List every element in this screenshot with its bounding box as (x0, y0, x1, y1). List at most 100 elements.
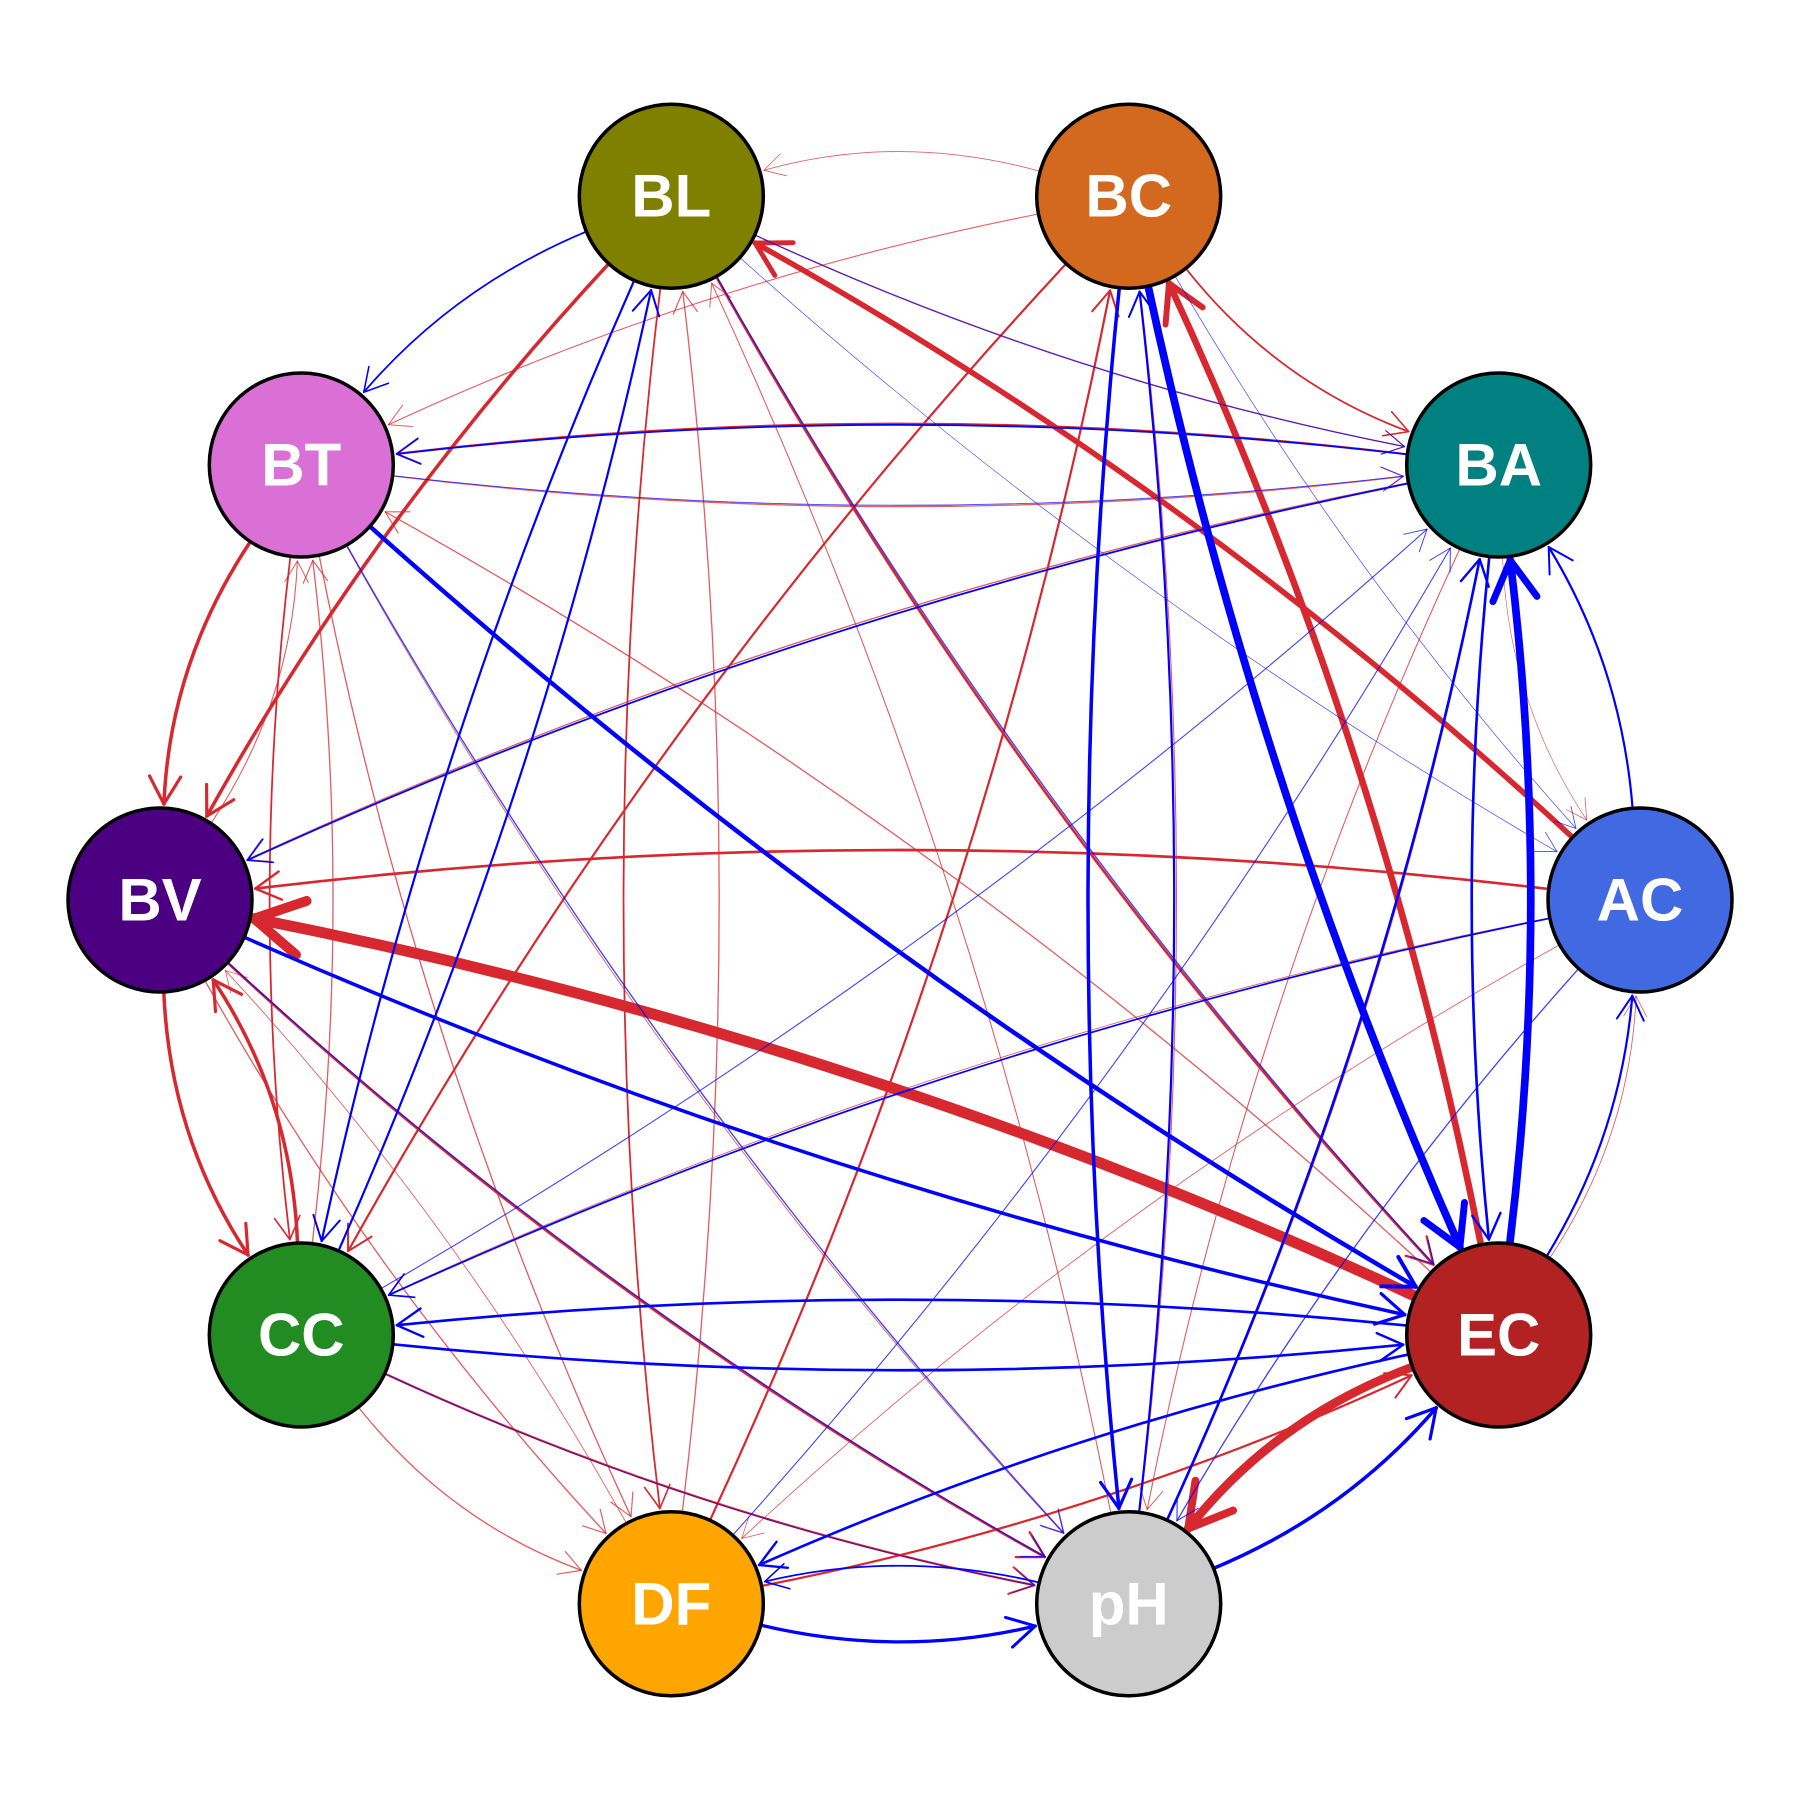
edge-cc-to-df (357, 1406, 582, 1572)
arrowhead-df-to-ec (1383, 1372, 1413, 1399)
edge-ac-to-cc (387, 917, 1551, 1296)
node-label-bv: BV (118, 867, 201, 934)
arrowhead-bl-to-bt (363, 365, 390, 393)
edge-ba-to-bv (246, 482, 1410, 861)
arrowhead-bl-to-ec (1409, 1239, 1435, 1265)
edge-ph-to-bc (1139, 290, 1178, 1513)
arrowhead-bc-to-bt (387, 404, 413, 427)
edge-df-to-bl (681, 290, 720, 1514)
arrowhead-bt-to-ec (1379, 1254, 1418, 1289)
arrowhead-ac-to-cc (387, 1273, 416, 1299)
edge-cc-to-bv (211, 978, 300, 1245)
node-label-df: DF (631, 1570, 711, 1637)
arrowhead-bv-to-bt (284, 560, 309, 583)
node-circle-bl (577, 102, 766, 290)
edge-bv-to-ph (227, 961, 1046, 1558)
node-label-ac: AC (1597, 867, 1684, 934)
arrowhead-ba-to-ec (1471, 1211, 1502, 1241)
arrowhead-bl-to-bv (205, 782, 236, 818)
arrowhead-ba-to-bt (395, 437, 422, 465)
node-label-ph: pH (1089, 1570, 1169, 1637)
arrowhead-cc-to-ba (1403, 528, 1428, 553)
node-label-cc: CC (258, 1302, 345, 1369)
edge-ac-to-bv (253, 848, 1551, 891)
edge-ph-to-ba (1165, 557, 1482, 1522)
edge-df-to-ba (732, 547, 1451, 1536)
arrowhead-bc-to-cc (347, 1222, 373, 1253)
edge-ec-to-df (757, 1353, 1411, 1567)
edge-ph-to-bl (711, 282, 1112, 1515)
arrowhead-cc-to-ph (1011, 1569, 1035, 1593)
arrowhead-ac-to-bl (752, 240, 796, 278)
arrowhead-ac-to-ba (1547, 546, 1574, 576)
nodes-layer: BL BC BA AC EC pH DF CC BV BT (66, 102, 1734, 1698)
edge-bv-to-ec (242, 935, 1407, 1317)
edge-bl-to-df (622, 286, 662, 1510)
arrowhead-ph-to-bc (1127, 290, 1157, 318)
edge-bl-to-bv (205, 261, 611, 818)
edge-bl-to-ec (714, 275, 1435, 1266)
edges-layer (147, 151, 1647, 1649)
edge-bl-to-cc (320, 279, 636, 1243)
node-ec: EC (1404, 1241, 1593, 1429)
node-bl: BL (577, 102, 766, 290)
arrowhead-bc-to-ba (1382, 410, 1410, 437)
node-circle-ba (1404, 371, 1593, 559)
arrowhead-ec-to-ac (1623, 995, 1647, 1018)
edge-ac-to-bl (752, 240, 1576, 841)
arrowhead-ec-to-ba (1489, 556, 1541, 606)
node-circle-ec (1404, 1241, 1593, 1429)
arrowhead-ec-to-df (757, 1540, 790, 1569)
edge-ec-to-cc (395, 1298, 1409, 1327)
edge-df-to-bc (708, 289, 1112, 1522)
edge-cc-to-ba (380, 528, 1428, 1290)
edge-bt-to-ba (392, 475, 1405, 508)
edge-bt-to-ba (392, 475, 1404, 506)
arrowhead-bv-to-ec (1373, 1292, 1407, 1326)
node-bc: BC (1034, 102, 1223, 290)
edge-ec-to-bv (248, 913, 1421, 1302)
arrowhead-ba-to-ac (1566, 797, 1588, 821)
edge-ec-to-ph (1183, 1362, 1417, 1533)
arrowhead-ec-to-ph (1184, 1476, 1238, 1533)
arrowhead-bc-to-ec (1420, 1199, 1468, 1251)
edge-df-to-ph (759, 1623, 1037, 1644)
arrowhead-ac-to-df (741, 1515, 765, 1539)
node-ac: AC (1546, 806, 1734, 994)
arrowhead-bv-to-cc (218, 1221, 250, 1257)
edge-bl-to-bt (362, 230, 588, 394)
node-bv: BV (66, 806, 254, 994)
edge-ac-to-df (741, 944, 1561, 1539)
edge-ph-to-bc (1138, 290, 1176, 1514)
node-label-bc: BC (1085, 163, 1172, 230)
edge-bl-to-ac (739, 257, 1558, 853)
arrowhead-bt-to-ba (1381, 466, 1404, 491)
edge-df-to-ec (760, 1374, 1413, 1588)
arrowhead-bl-to-df (643, 1483, 671, 1510)
node-ph: pH (1034, 1510, 1223, 1698)
arrowhead-cc-to-bl (631, 289, 661, 318)
node-circle-df (577, 1510, 766, 1698)
arrowhead-bv-to-ph (1019, 1535, 1046, 1558)
arrowhead-bc-to-ac (1554, 805, 1577, 829)
arrowhead-ph-to-ec (1404, 1406, 1438, 1441)
node-circle-cc (207, 1241, 396, 1429)
arrowhead-ph-to-df (763, 1563, 791, 1590)
edge-bt-to-bv (162, 539, 253, 806)
edge-bv-to-bt (210, 560, 298, 824)
edge-ec-to-ac (1545, 994, 1634, 1258)
edge-bt-to-cc (268, 555, 292, 1241)
edge-cc-to-bt (311, 559, 334, 1245)
edge-bc-to-ec (1144, 282, 1464, 1251)
edge-bv-to-ph (226, 961, 1047, 1559)
edge-ba-to-bt (395, 423, 1409, 456)
arrowhead-ph-to-bl (709, 282, 732, 308)
edge-bc-to-bl (763, 151, 1041, 172)
edge-bt-to-ec (367, 524, 1418, 1289)
edge-bc-to-cc (347, 262, 1068, 1253)
edge-bv-to-df (204, 979, 607, 1535)
arrowhead-ec-to-bt (384, 511, 411, 534)
arrowhead-ba-to-bv (246, 838, 275, 864)
arrowhead-ec-to-ac (1615, 994, 1645, 1022)
